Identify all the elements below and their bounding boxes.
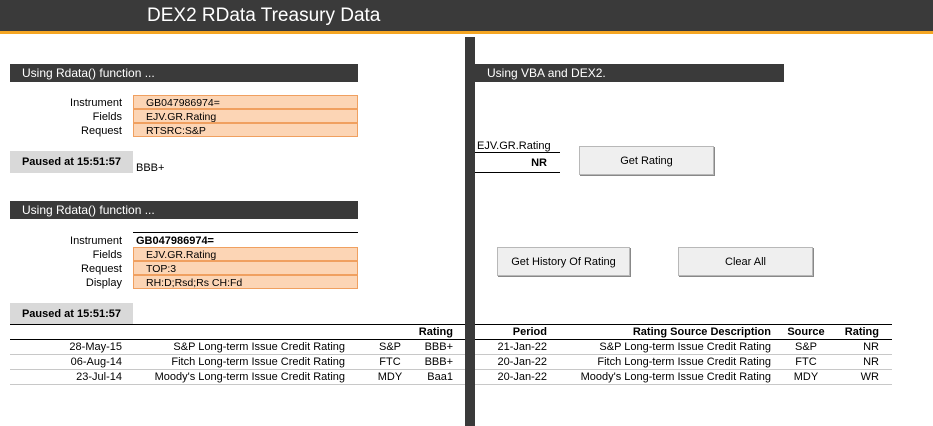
table-cell-period: 20-Jan-22 bbox=[497, 356, 547, 368]
vba-field-label: EJV.GR.Rating bbox=[477, 140, 551, 152]
table-cell-date: 23-Jul-14 bbox=[76, 371, 122, 383]
vertical-divider bbox=[465, 37, 475, 426]
row-divider bbox=[10, 369, 465, 370]
table-row: 06-Aug-14 Fitch Long-term Issue Credit R… bbox=[10, 355, 465, 369]
row-divider bbox=[475, 384, 892, 385]
section2-request-label: Request bbox=[81, 263, 122, 275]
table-cell-rating: BBB+ bbox=[424, 356, 453, 368]
table-cell-date: 28-May-15 bbox=[69, 341, 122, 353]
section1-result: BBB+ bbox=[136, 162, 165, 174]
section1-instrument-label: Instrument bbox=[70, 97, 122, 109]
table-cell-desc: Fitch Long-term Issue Credit Rating bbox=[171, 356, 345, 368]
table-cell-rating: WR bbox=[860, 371, 879, 383]
section1-request-input[interactable]: RTSRC:S&P bbox=[133, 123, 358, 137]
vba-value-underline bbox=[475, 172, 560, 173]
get-history-button[interactable]: Get History Of Rating bbox=[497, 247, 630, 276]
section2-fields-input[interactable]: EJV.GR.Rating bbox=[133, 247, 358, 261]
table-left-header-rating: Rating bbox=[418, 326, 453, 338]
table-row: 21-Jan-22 S&P Long-term Issue Credit Rat… bbox=[475, 340, 892, 354]
table-right-header-period: Period bbox=[512, 326, 547, 338]
table-right-header-line bbox=[475, 339, 892, 340]
section2-instrument-label: Instrument bbox=[70, 235, 122, 247]
table-cell-desc: Moody's Long-term Issue Credit Rating bbox=[154, 371, 345, 383]
section2-fields-label: Fields bbox=[92, 249, 122, 261]
section1-instrument-input[interactable]: GB047986974= bbox=[133, 95, 358, 109]
section1-request-label: Request bbox=[81, 125, 122, 137]
table-cell-source: MDY bbox=[377, 371, 403, 383]
table-right-body: 21-Jan-22 S&P Long-term Issue Credit Rat… bbox=[475, 340, 892, 385]
table-row: 28-May-15 S&P Long-term Issue Credit Rat… bbox=[10, 340, 465, 354]
table-right-header-source: Source bbox=[787, 326, 825, 338]
section2-instrument-value[interactable]: GB047986974= bbox=[136, 235, 214, 247]
table-cell-period: 20-Jan-22 bbox=[497, 371, 547, 383]
table-cell-rating: BBB+ bbox=[424, 341, 453, 353]
table-right-topline bbox=[475, 324, 892, 325]
section2-header: Using Rdata() function ... bbox=[10, 201, 358, 219]
table-cell-rating: NR bbox=[863, 341, 879, 353]
section2-paused-status: Paused at 15:51:57 bbox=[10, 303, 133, 325]
table-cell-source: FTC bbox=[379, 356, 401, 368]
table-cell-period: 21-Jan-22 bbox=[497, 341, 547, 353]
row-divider bbox=[10, 384, 465, 385]
section2-instrument-topline bbox=[133, 232, 358, 233]
table-row: 20-Jan-22 Moody's Long-term Issue Credit… bbox=[475, 370, 892, 384]
section2-display-label: Display bbox=[85, 277, 122, 289]
section2-request-input[interactable]: TOP:3 bbox=[133, 261, 358, 275]
table-cell-rating: NR bbox=[863, 356, 879, 368]
table-right-header-desc: Rating Source Description bbox=[632, 326, 771, 338]
table-cell-source: S&P bbox=[378, 341, 401, 353]
title-bar: DEX2 RData Treasury Data bbox=[0, 0, 933, 34]
table-cell-rating: Baa1 bbox=[427, 371, 453, 383]
section2-display-input[interactable]: RH:D;Rsd;Rs CH:Fd bbox=[133, 275, 358, 289]
section1-fields-input[interactable]: EJV.GR.Rating bbox=[133, 109, 358, 123]
row-divider bbox=[10, 354, 465, 355]
table-left-body: 28-May-15 S&P Long-term Issue Credit Rat… bbox=[10, 340, 465, 385]
table-cell-desc: Fitch Long-term Issue Credit Rating bbox=[597, 356, 771, 368]
table-cell-source: MDY bbox=[793, 371, 819, 383]
section1-header: Using Rdata() function ... bbox=[10, 64, 358, 82]
table-cell-source: S&P bbox=[794, 341, 817, 353]
table-row: 23-Jul-14 Moody's Long-term Issue Credit… bbox=[10, 370, 465, 384]
section1-paused-status: Paused at 15:51:57 bbox=[10, 151, 133, 173]
table-cell-date: 06-Aug-14 bbox=[70, 356, 122, 368]
table-left-header-line bbox=[10, 339, 465, 340]
section1-fields-label: Fields bbox=[92, 111, 122, 123]
vba-section-header: Using VBA and DEX2. bbox=[475, 64, 784, 82]
table-cell-desc: Moody's Long-term Issue Credit Rating bbox=[580, 371, 771, 383]
table-cell-desc: S&P Long-term Issue Credit Rating bbox=[599, 341, 771, 353]
clear-all-button[interactable]: Clear All bbox=[678, 247, 813, 276]
row-divider bbox=[475, 369, 892, 370]
vba-rating-value: NR bbox=[531, 157, 547, 169]
vba-field-underline bbox=[475, 152, 560, 153]
app-title: DEX2 RData Treasury Data bbox=[147, 5, 381, 26]
table-cell-desc: S&P Long-term Issue Credit Rating bbox=[173, 341, 345, 353]
table-left-topline bbox=[10, 324, 465, 325]
table-row: 20-Jan-22 Fitch Long-term Issue Credit R… bbox=[475, 355, 892, 369]
row-divider bbox=[475, 354, 892, 355]
table-right-header-rating: Rating bbox=[844, 326, 879, 338]
get-rating-button[interactable]: Get Rating bbox=[579, 146, 714, 175]
table-cell-source: FTC bbox=[795, 356, 817, 368]
